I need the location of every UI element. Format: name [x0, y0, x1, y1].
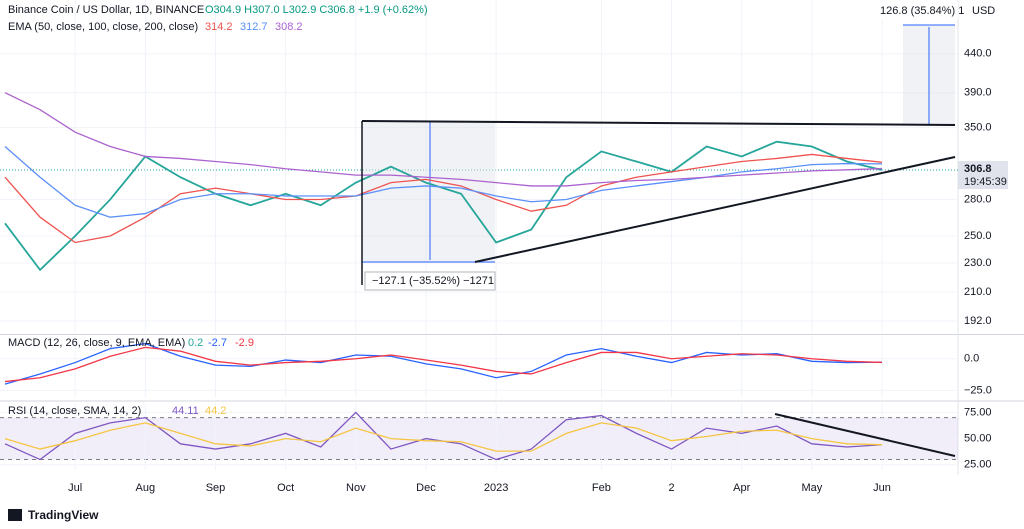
- rsi-sma-value: 44.2: [205, 405, 226, 417]
- y-tick-label: 440.0: [964, 48, 992, 60]
- y-tick-label: 390.0: [964, 87, 992, 99]
- symbol-title: Binance Coin / US Dollar, 1D, BINANCE: [8, 4, 204, 16]
- annotation-down: −127.1 (−35.52%) −1271: [372, 275, 494, 287]
- y-tick-label: 50.00: [964, 433, 992, 445]
- annotation-up: 126.8 (35.84%) 1: [880, 5, 964, 17]
- series-line: [4, 140, 883, 272]
- signal-value: -2.9: [235, 337, 254, 349]
- y-tick-label: 350.0: [964, 121, 992, 133]
- plots: [4, 92, 883, 461]
- ema-value: 308.2: [275, 21, 303, 33]
- x-tick-label: Feb: [592, 482, 611, 494]
- y-tick-label: 230.0: [964, 257, 992, 269]
- series-line: [4, 92, 883, 187]
- support-line: [474, 156, 956, 263]
- ema-value: 312.7: [240, 21, 268, 33]
- resistance-line: [361, 120, 956, 126]
- y-tick-label: 280.0: [964, 193, 992, 205]
- x-tick-label: 2: [668, 482, 674, 494]
- annotation-box: [364, 271, 496, 291]
- rsi-title: RSI (14, close, SMA, 14, 2): [8, 405, 141, 417]
- currency: USD: [972, 5, 995, 17]
- x-tick-label: May: [801, 482, 822, 494]
- series-line: [4, 146, 883, 218]
- x-tick-label: Apr: [733, 482, 750, 494]
- y-tick-label: 75.00: [964, 406, 992, 418]
- ohlc: O304.9 H307.0 L302.9 C306.8 +1.9 (+0.62%…: [205, 4, 428, 16]
- ema-title: EMA (50, close, 100, close, 200, close): [8, 21, 198, 33]
- annotation-box: [876, 2, 958, 20]
- x-tick-label: Dec: [416, 482, 436, 494]
- countdown: 19:45:39: [964, 176, 1007, 188]
- y-tick-label: 210.0: [964, 286, 992, 298]
- series-line: [4, 422, 883, 452]
- y-tick-label: 192.0: [964, 315, 992, 327]
- measure-box: [362, 121, 495, 262]
- x-tick-label: 2023: [484, 482, 508, 494]
- y-tick-label: 0.0: [964, 353, 979, 365]
- x-tick-label: Jul: [68, 482, 82, 494]
- series-line: [4, 153, 883, 244]
- x-tick-label: Sep: [206, 482, 226, 494]
- y-tick-label: 25.00: [964, 459, 992, 471]
- y-tick-label: 250.0: [964, 230, 992, 242]
- price-tag-label: 306.8: [964, 163, 992, 175]
- rsi-value: 44.11: [172, 405, 199, 417]
- x-tick-label: Jun: [873, 482, 891, 494]
- macd-value: -2.7: [208, 337, 227, 349]
- x-tick-label: Aug: [136, 482, 156, 494]
- logo-icon: [8, 509, 22, 521]
- price-tag: [958, 161, 1008, 190]
- macd-hist-value: 0.2: [188, 337, 203, 349]
- ema-value: 314.2: [205, 21, 233, 33]
- x-tick-label: Oct: [277, 482, 294, 494]
- rsi-trend-line: [774, 413, 956, 457]
- y-tick-label: −25.0: [964, 384, 992, 396]
- series-line: [4, 346, 883, 383]
- macd-title: MACD (12, 26, close, 9, EMA, EMA): [8, 337, 185, 349]
- x-tick-label: Nov: [346, 482, 366, 494]
- footer-logo: TradingView: [28, 508, 99, 522]
